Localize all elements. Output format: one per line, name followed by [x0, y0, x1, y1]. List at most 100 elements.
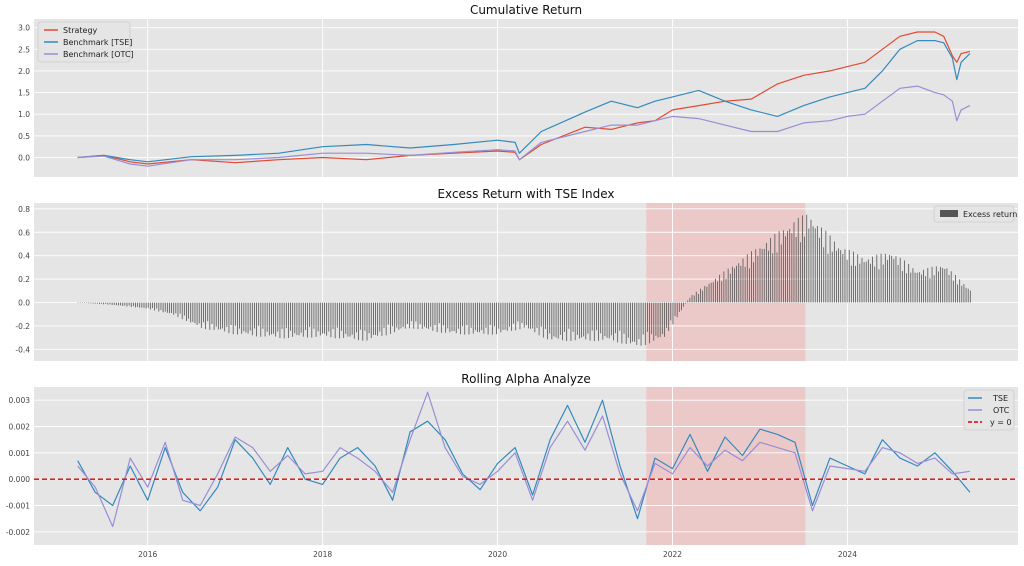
excess-return-bar — [819, 237, 820, 303]
y-tick-label: -0.2 — [15, 322, 30, 331]
excess-return-bar — [802, 215, 803, 303]
excess-return-bar — [691, 295, 693, 303]
excess-return-bar — [260, 302, 262, 337]
y-ticks: -0.002 -0.001 0.000 0.001 0.002 0.003 — [6, 396, 30, 537]
y-ticks: -0.4 -0.2 0.0 0.2 0.4 0.6 0.8 — [15, 205, 30, 354]
excess-return-bar — [296, 302, 298, 336]
x-ticks: 2016 2018 2020 2022 2024 — [138, 550, 857, 559]
excess-return-bar — [264, 302, 266, 337]
excess-return-bar — [392, 302, 393, 327]
excess-return-bar — [111, 302, 113, 305]
excess-return-bar — [109, 302, 111, 305]
excess-return-bar — [130, 302, 132, 308]
excess-return-bar — [147, 302, 149, 308]
excess-return-bar — [708, 283, 710, 303]
excess-return-bar — [876, 254, 878, 303]
excess-return-bar — [768, 250, 769, 303]
excess-return-bar — [748, 268, 750, 303]
excess-return-bar — [372, 302, 374, 335]
excess-return-bar — [256, 302, 257, 337]
excess-return-bar — [181, 302, 183, 320]
cumulative-return-panel: 0.00.51.01.52.02.53.0 Cumulative Return … — [18, 3, 1018, 177]
excess-return-bar — [581, 302, 582, 338]
excess-return-bar — [485, 302, 487, 328]
excess-return-bar — [636, 302, 638, 345]
y-tick-label: 2.5 — [18, 45, 30, 54]
excess-return-bar — [791, 233, 793, 303]
excess-return-bar — [396, 302, 398, 328]
excess-return-bar — [853, 251, 854, 303]
excess-return-bar — [859, 263, 861, 303]
excess-return-bar — [551, 302, 553, 340]
excess-return-bar — [385, 302, 387, 336]
excess-return-bar — [965, 287, 967, 303]
excess-return-bar — [203, 302, 204, 323]
excess-return-bar — [572, 302, 574, 332]
excess-return-bar — [723, 271, 725, 303]
excess-return-bar — [887, 259, 888, 303]
excess-return-bar — [122, 302, 124, 307]
excess-return-bar — [808, 228, 810, 303]
excess-return-bar — [207, 302, 209, 322]
y-tick-label: 2.0 — [18, 67, 30, 76]
excess-return-bar — [504, 302, 506, 330]
excess-return-bar — [685, 302, 687, 304]
excess-return-bar — [710, 282, 712, 303]
excess-return-bar — [283, 302, 285, 339]
excess-return-bar — [251, 302, 253, 336]
excess-return-bar — [166, 302, 168, 313]
excess-return-bar — [319, 302, 321, 336]
excess-return-bar — [644, 302, 646, 345]
excess-return-bar — [464, 302, 466, 335]
y-tick-label: 0.0 — [18, 298, 30, 307]
excess-return-bar — [591, 302, 593, 331]
legend-label-tse: Benchmark [TSE] — [63, 38, 132, 47]
excess-return-bar — [549, 302, 551, 334]
excess-return-bar — [700, 288, 701, 303]
excess-return-bar — [409, 302, 410, 329]
excess-return-bar — [366, 302, 368, 341]
excess-return-bar — [128, 302, 130, 306]
excess-return-bar — [765, 243, 767, 303]
excess-return-bar — [891, 255, 893, 303]
excess-return-bar — [232, 302, 234, 335]
series-line-tse — [77, 399, 971, 520]
excess-return-bar — [309, 302, 311, 328]
excess-return-bar — [889, 254, 890, 303]
excess-return-bar — [449, 302, 451, 333]
excess-return-bar — [918, 272, 920, 303]
excess-return-bar — [247, 302, 249, 334]
excess-return-bar — [324, 302, 325, 334]
series-group — [34, 391, 1018, 528]
excess-return-bar — [823, 247, 825, 303]
excess-return-bar — [695, 291, 697, 303]
excess-return-bar — [479, 302, 481, 333]
excess-return-bar — [632, 302, 633, 342]
excess-return-bar — [156, 302, 158, 309]
y-tick-label: 0.0 — [18, 154, 30, 163]
excess-return-bar — [217, 302, 219, 330]
excess-return-bar — [105, 302, 107, 304]
excess-return-bar — [290, 302, 291, 331]
legend-label-strategy: Strategy — [63, 26, 98, 35]
excess-return-bar — [916, 272, 918, 303]
excess-return-bar — [714, 278, 716, 303]
excess-return-bar — [336, 302, 338, 328]
excess-return-bar — [406, 302, 408, 324]
excess-return-bar — [547, 302, 548, 340]
excess-return-bar — [84, 302, 85, 303]
excess-return-bar — [848, 249, 850, 303]
y-tick-label: 3.0 — [18, 24, 30, 33]
excess-return-bar — [857, 254, 859, 303]
excess-return-bar — [273, 302, 274, 334]
excess-return-bar — [364, 302, 366, 331]
excess-return-bar — [855, 265, 856, 303]
excess-return-bar — [368, 302, 370, 334]
excess-return-bar — [500, 302, 502, 333]
panel-background — [34, 387, 1018, 545]
excess-return-bar — [872, 256, 873, 303]
excess-return-bar — [457, 302, 459, 329]
y-tick-label: 0.003 — [9, 396, 31, 405]
excess-return-bar — [175, 302, 177, 314]
excess-return-bar — [772, 253, 774, 303]
